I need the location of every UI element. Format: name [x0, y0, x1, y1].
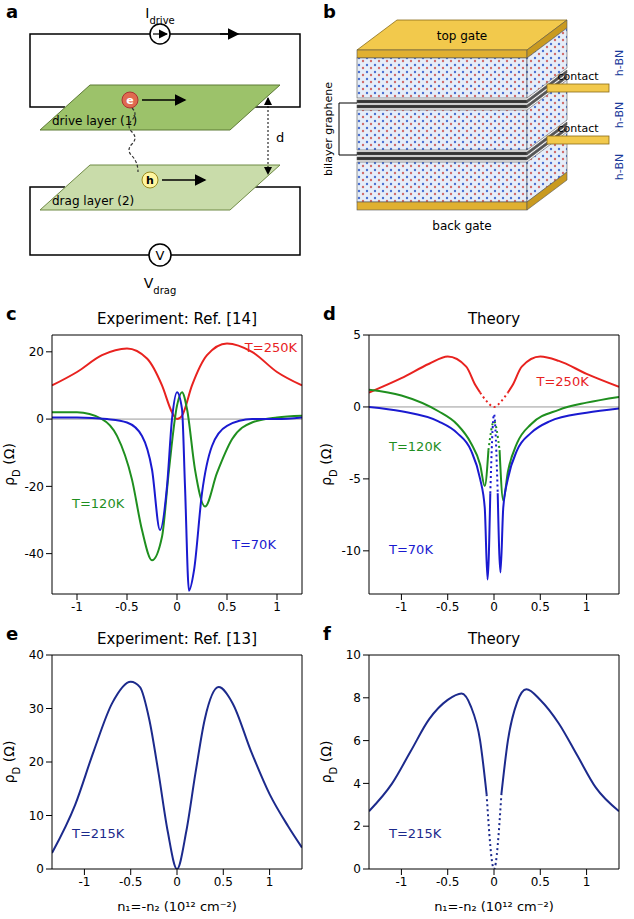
- svg-text:1: 1: [583, 875, 591, 889]
- svg-text:10: 10: [29, 809, 44, 823]
- svg-text:0: 0: [36, 862, 44, 876]
- svg-text:d: d: [323, 303, 336, 324]
- svg-text:0: 0: [490, 600, 498, 614]
- svg-text:0: 0: [490, 875, 498, 889]
- svg-text:-0.5: -0.5: [436, 875, 459, 889]
- svg-text:T=250K: T=250K: [244, 340, 298, 355]
- svg-text:30: 30: [29, 702, 44, 716]
- svg-text:-1: -1: [395, 875, 407, 889]
- svg-text:n₁=-n₂ (10¹² cm⁻²): n₁=-n₂ (10¹² cm⁻²): [117, 899, 237, 914]
- svg-text:-20: -20: [24, 480, 44, 494]
- svg-text:T=215K: T=215K: [71, 826, 125, 841]
- svg-text:-1: -1: [71, 600, 83, 614]
- svg-text:-5: -5: [349, 472, 361, 486]
- svg-text:drag layer (2): drag layer (2): [52, 194, 134, 208]
- svg-text:1: 1: [273, 600, 281, 614]
- svg-text:b: b: [323, 1, 336, 22]
- svg-text:-1: -1: [78, 875, 90, 889]
- svg-text:-0.5: -0.5: [115, 600, 138, 614]
- svg-text:e: e: [126, 94, 133, 107]
- svg-text:e: e: [6, 623, 18, 644]
- svg-text:contact: contact: [557, 70, 599, 83]
- svg-text:bilayer graphene: bilayer graphene: [322, 82, 335, 176]
- svg-text:T=120K: T=120K: [71, 496, 125, 511]
- svg-text:top gate: top gate: [437, 29, 488, 43]
- svg-text:0.5: 0.5: [214, 875, 233, 889]
- svg-text:0: 0: [353, 400, 361, 414]
- svg-text:0: 0: [173, 875, 181, 889]
- svg-text:-0.5: -0.5: [119, 875, 142, 889]
- svg-text:20: 20: [29, 345, 44, 359]
- svg-text:Theory: Theory: [467, 630, 520, 648]
- svg-text:back gate: back gate: [432, 219, 491, 233]
- svg-text:8: 8: [353, 691, 361, 705]
- svg-text:1: 1: [266, 875, 274, 889]
- svg-text:0: 0: [36, 412, 44, 426]
- svg-text:h: h: [146, 174, 154, 187]
- svg-text:ρD (Ω): ρD (Ω): [1, 741, 22, 784]
- svg-text:Vdrag: Vdrag: [144, 275, 177, 296]
- svg-text:h-BN: h-BN: [613, 50, 626, 76]
- svg-text:-10: -10: [341, 544, 361, 558]
- svg-text:0.5: 0.5: [217, 600, 236, 614]
- svg-text:40: 40: [29, 648, 44, 662]
- svg-text:-40: -40: [24, 547, 44, 561]
- svg-text:a: a: [6, 1, 18, 22]
- svg-text:ρD (Ω): ρD (Ω): [318, 741, 339, 784]
- svg-text:V: V: [156, 248, 165, 263]
- svg-text:c: c: [6, 303, 17, 324]
- svg-text:0: 0: [353, 862, 361, 876]
- svg-text:T=120K: T=120K: [388, 439, 442, 454]
- svg-text:Idrive: Idrive: [145, 5, 174, 26]
- svg-text:5: 5: [353, 328, 361, 342]
- svg-text:-1: -1: [395, 600, 407, 614]
- svg-text:h-BN: h-BN: [613, 154, 626, 180]
- svg-text:ρD (Ω): ρD (Ω): [318, 443, 339, 486]
- svg-text:T=250K: T=250K: [536, 374, 590, 389]
- svg-text:d: d: [276, 130, 284, 145]
- svg-text:h-BN: h-BN: [613, 102, 626, 128]
- svg-text:n₁=-n₂ (10¹² cm⁻²): n₁=-n₂ (10¹² cm⁻²): [434, 899, 554, 914]
- svg-text:0.5: 0.5: [531, 875, 550, 889]
- svg-text:Theory: Theory: [467, 310, 520, 328]
- svg-text:contact: contact: [557, 122, 599, 135]
- svg-text:6: 6: [353, 734, 361, 748]
- svg-text:2: 2: [353, 819, 361, 833]
- svg-text:f: f: [323, 623, 331, 644]
- svg-text:10: 10: [346, 648, 361, 662]
- svg-text:-0.5: -0.5: [436, 600, 459, 614]
- svg-text:4: 4: [353, 777, 361, 791]
- svg-text:0.5: 0.5: [531, 600, 550, 614]
- svg-text:1: 1: [583, 600, 591, 614]
- svg-text:T=215K: T=215K: [388, 826, 442, 841]
- svg-text:T=70K: T=70K: [231, 537, 276, 552]
- svg-text:Experiment: Ref. [14]: Experiment: Ref. [14]: [97, 310, 257, 328]
- svg-text:0: 0: [173, 600, 181, 614]
- svg-text:ρD (Ω): ρD (Ω): [1, 443, 22, 486]
- svg-text:20: 20: [29, 755, 44, 769]
- svg-text:Experiment: Ref. [13]: Experiment: Ref. [13]: [97, 630, 257, 648]
- svg-text:drive layer (1): drive layer (1): [52, 114, 137, 128]
- svg-text:T=70K: T=70K: [388, 542, 433, 557]
